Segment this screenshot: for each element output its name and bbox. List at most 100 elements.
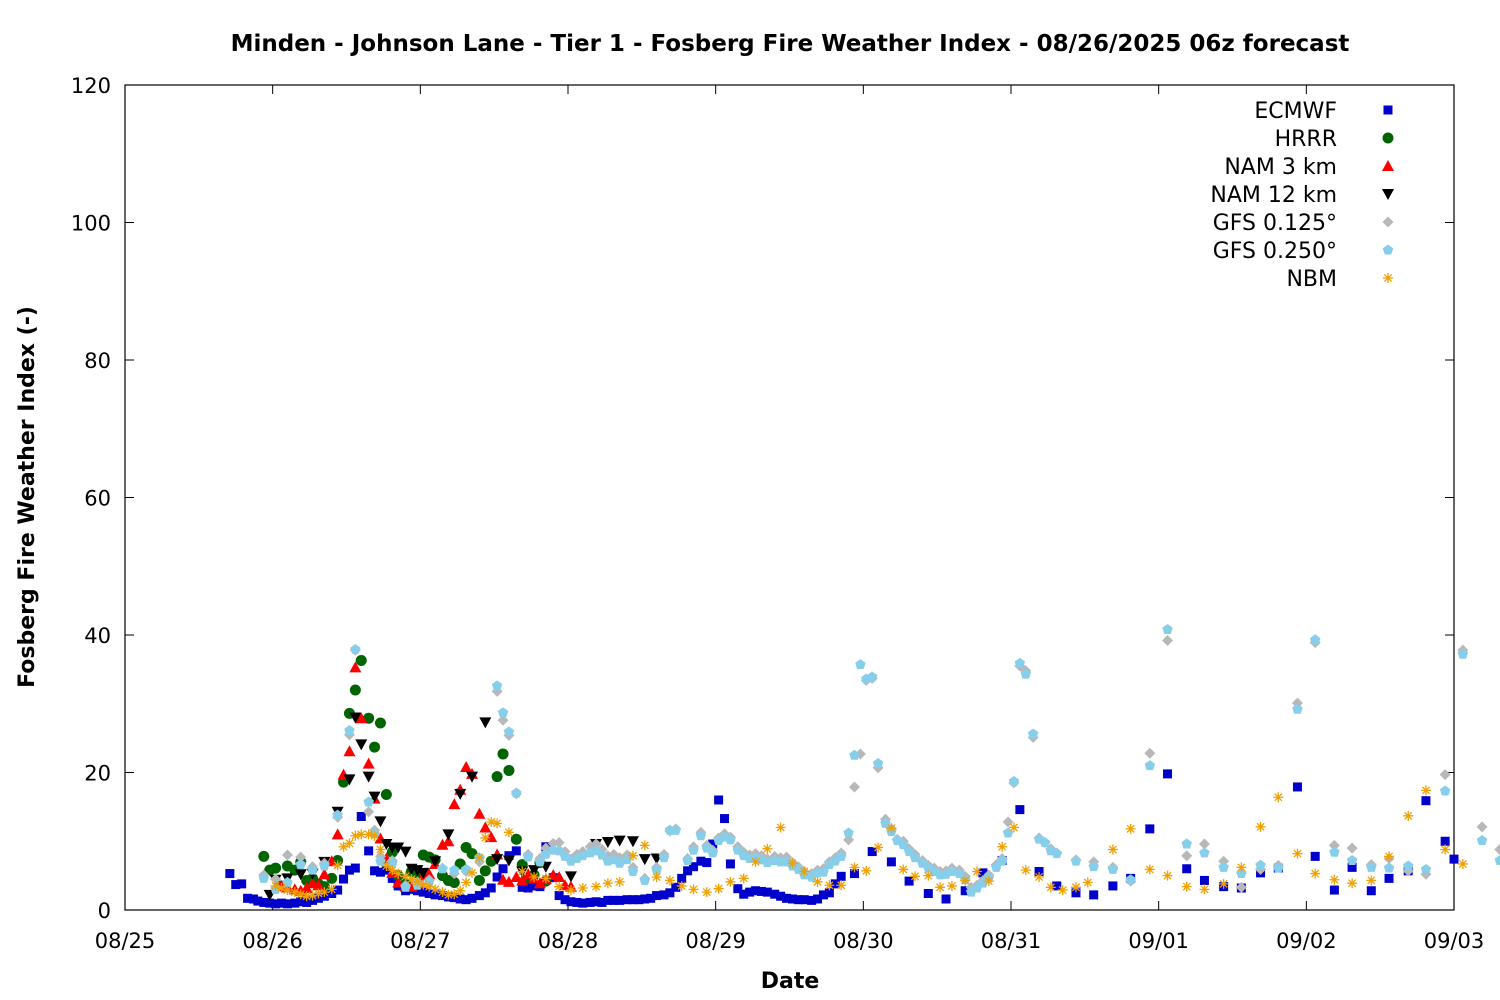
data-point <box>1403 810 1414 821</box>
data-point <box>437 863 448 874</box>
data-point <box>1144 747 1156 759</box>
data-point <box>461 895 471 905</box>
data-point <box>467 893 477 903</box>
data-point <box>836 871 846 881</box>
data-point <box>640 894 650 904</box>
data-point <box>855 659 866 670</box>
data-point <box>824 880 835 891</box>
data-point <box>664 875 675 886</box>
legend-label: GFS 0.125° <box>1213 211 1337 236</box>
x-tick-label: 08/31 <box>981 929 1042 953</box>
data-point <box>1255 859 1266 870</box>
data-point <box>665 888 675 898</box>
data-point <box>349 712 362 724</box>
data-point <box>437 887 448 898</box>
data-point <box>258 850 270 862</box>
data-point <box>750 856 761 867</box>
data-point <box>1328 839 1340 851</box>
data-point <box>374 816 387 828</box>
data-point <box>946 866 958 876</box>
data-point <box>1384 851 1395 862</box>
data-point <box>319 887 330 898</box>
data-point <box>338 841 349 852</box>
data-point <box>566 897 576 907</box>
data-point <box>258 872 270 883</box>
data-point <box>1107 863 1119 874</box>
data-point <box>954 868 965 879</box>
data-point <box>430 890 440 900</box>
data-point <box>1125 874 1136 885</box>
data-point <box>983 876 994 887</box>
legend-label: HRRR <box>1275 127 1337 152</box>
data-point <box>455 885 466 896</box>
data-point <box>762 843 773 854</box>
data-point <box>659 890 669 900</box>
data-point <box>343 774 356 786</box>
data-point <box>265 898 275 908</box>
data-point <box>708 839 718 849</box>
data-point <box>1034 867 1044 876</box>
data-point <box>1383 862 1395 873</box>
data-point <box>474 891 484 901</box>
data-point <box>553 871 566 882</box>
data-point <box>578 898 588 908</box>
data-point <box>1236 862 1247 873</box>
data-point <box>1162 870 1173 881</box>
data-point <box>590 838 602 850</box>
data-point <box>363 796 374 807</box>
data-point <box>725 876 736 887</box>
data-point <box>677 873 687 883</box>
data-point <box>960 875 971 886</box>
data-point <box>751 886 761 896</box>
data-point <box>381 861 392 871</box>
data-point <box>418 887 428 897</box>
data-point <box>818 866 829 877</box>
series-nbm <box>270 785 1468 902</box>
data-point <box>319 860 330 871</box>
data-point <box>375 867 385 877</box>
data-point <box>793 895 803 905</box>
data-point <box>448 877 460 888</box>
data-point <box>941 894 951 904</box>
data-point <box>1384 873 1394 883</box>
data-point <box>554 881 565 892</box>
data-point <box>313 888 324 899</box>
data-point <box>523 883 533 893</box>
chart-title: Minden - Johnson Lane - Tier 1 - Fosberg… <box>231 31 1350 57</box>
data-point <box>486 883 496 893</box>
data-point <box>362 771 375 783</box>
data-point <box>1329 885 1339 895</box>
data-point <box>1273 862 1284 873</box>
data-point <box>807 895 817 905</box>
x-axis-title: Date <box>761 969 820 994</box>
data-point <box>696 856 706 866</box>
legend-marker <box>1383 105 1393 115</box>
data-point <box>485 831 498 843</box>
data-point <box>1199 884 1210 895</box>
data-point <box>627 866 639 876</box>
data-point <box>560 895 570 905</box>
data-point <box>449 864 460 875</box>
data-point <box>1045 882 1056 893</box>
data-point <box>473 807 486 819</box>
data-point <box>762 887 772 897</box>
data-point <box>486 817 497 827</box>
y-tick-label: 100 <box>71 212 111 236</box>
data-point <box>886 823 897 834</box>
data-point <box>1439 785 1451 796</box>
data-point <box>960 886 970 896</box>
data-point <box>517 882 527 892</box>
x-tick-label: 08/30 <box>833 929 894 953</box>
data-point <box>1346 842 1358 854</box>
data-point <box>363 806 375 818</box>
data-point <box>1309 634 1321 645</box>
data-point <box>448 798 461 810</box>
data-point <box>1162 635 1174 646</box>
data-point <box>1310 851 1320 861</box>
data-point <box>237 879 247 889</box>
data-point <box>271 899 281 909</box>
data-point <box>1402 860 1414 871</box>
data-point <box>295 859 306 870</box>
data-point <box>540 873 551 884</box>
data-point <box>449 889 460 900</box>
